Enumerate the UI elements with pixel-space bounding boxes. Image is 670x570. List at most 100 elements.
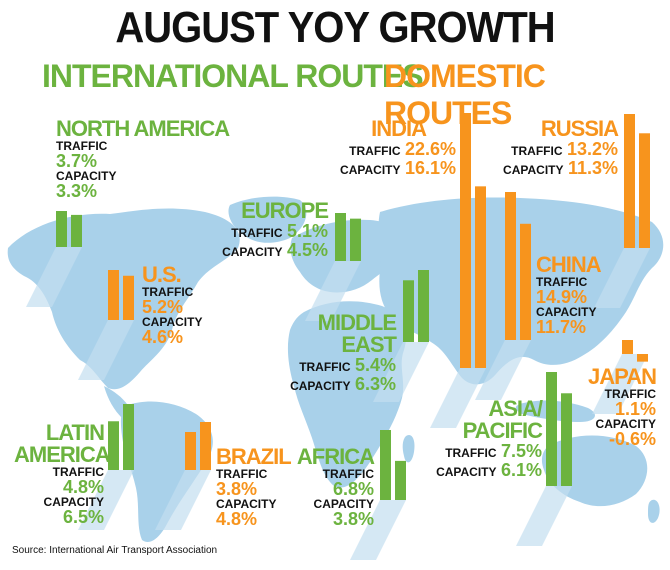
bar-shadow-asia-pacific <box>516 486 572 546</box>
capacity-value: 4.5% <box>286 240 328 260</box>
bars-layer <box>26 113 650 560</box>
capacity-label: CAPACITY <box>216 497 277 511</box>
region-label-russia: RUSSIA TRAFFIC 13.2% CAPACITY 11.3% <box>490 116 619 178</box>
region-name: NORTH AMERICA <box>56 116 230 141</box>
capacity-value: 4.8% <box>216 509 258 529</box>
region-label-africa: AFRICA TRAFFIC 6.8% CAPACITY 3.8% <box>290 444 375 529</box>
region-name: AFRICA <box>296 444 375 469</box>
bar-japan-capacity <box>637 354 648 362</box>
traffic-value: 14.9% <box>536 287 588 307</box>
region-name: MIDDLE EAST <box>317 310 397 357</box>
traffic-label: TRAFFIC <box>52 465 104 479</box>
traffic-label: TRAFFIC <box>536 275 588 289</box>
region-label-india: INDIA TRAFFIC 22.6% CAPACITY 16.1% <box>326 118 456 178</box>
region-label-north-america: NORTH AMERICA TRAFFIC 3.7% CAPACITY 3.3% <box>56 116 230 201</box>
bar-europe-traffic <box>335 213 346 261</box>
bar-china-traffic <box>505 192 516 340</box>
bar-middle-east-traffic <box>403 280 414 342</box>
bar-russia-traffic <box>624 114 635 248</box>
bar-china-capacity <box>520 223 531 340</box>
bar-latin-america-capacity <box>123 404 134 470</box>
traffic-value: 5.4% <box>354 355 396 375</box>
region-label-us: U.S. TRAFFIC 5.2% CAPACITY 4.6% <box>142 262 203 347</box>
traffic-value: 1.1% <box>614 399 656 419</box>
traffic-label: TRAFFIC <box>56 139 108 153</box>
bar-shadow-us <box>78 320 134 380</box>
traffic-value: 4.8% <box>62 477 104 497</box>
region-name: RUSSIA <box>540 116 619 141</box>
bar-middle-east-capacity <box>418 270 429 342</box>
traffic-value: 6.8% <box>332 479 374 499</box>
bar-asia-pacific-capacity <box>561 393 572 486</box>
region-name-line-2: AMERICA <box>14 442 111 467</box>
traffic-label: TRAFFIC <box>216 467 268 481</box>
bar-shadow-china <box>475 340 531 400</box>
capacity-value: 6.1% <box>500 460 542 480</box>
capacity-label: CAPACITY <box>56 169 117 183</box>
bar-asia-pacific-traffic <box>546 372 557 486</box>
bar-russia-capacity <box>639 133 650 248</box>
traffic-label: TRAFFIC <box>604 387 656 401</box>
traffic-label: TRAFFIC <box>349 144 401 158</box>
region-name: JAPAN <box>588 364 657 389</box>
bar-us-capacity <box>123 275 134 320</box>
capacity-value: 11.7% <box>536 317 587 337</box>
region-name: BRAZIL <box>216 444 292 469</box>
bar-africa-capacity <box>395 460 406 500</box>
traffic-value: 22.6% <box>404 139 456 159</box>
capacity-label: CAPACITY <box>340 163 401 177</box>
region-name: CHINA <box>536 252 602 277</box>
traffic-label: TRAFFIC <box>299 360 351 374</box>
bar-north-america-traffic <box>56 211 67 247</box>
bar-brazil-traffic <box>185 432 196 470</box>
bar-us-traffic <box>108 270 119 320</box>
capacity-label: CAPACITY <box>536 305 597 319</box>
capacity-label: CAPACITY <box>595 417 656 431</box>
traffic-value: 3.8% <box>216 479 258 499</box>
bar-africa-traffic <box>380 430 391 500</box>
region-label-middle-east: MIDDLE EAST TRAFFIC 5.4% CAPACITY 6.3% <box>260 310 397 394</box>
region-name-line-2: PACIFIC <box>462 418 543 443</box>
region-label-china: CHINA TRAFFIC 14.9% CAPACITY 11.7% <box>536 252 602 337</box>
bar-europe-capacity <box>350 218 361 261</box>
traffic-label: TRAFFIC <box>142 285 194 299</box>
bar-india-capacity <box>475 186 486 368</box>
capacity-label: CAPACITY <box>142 315 203 329</box>
bar-shadow-india <box>430 368 486 428</box>
capacity-label: CAPACITY <box>290 379 351 393</box>
bar-shadow-north-america <box>26 247 82 307</box>
traffic-value: 3.7% <box>56 151 98 171</box>
chart-title: AUGUST YOY GROWTH <box>115 4 555 52</box>
bar-shadow-europe <box>305 261 361 321</box>
region-name: EUROPE <box>241 198 329 223</box>
capacity-value: 11.3% <box>567 158 618 178</box>
capacity-value: 4.6% <box>142 327 184 347</box>
traffic-label: TRAFFIC <box>231 226 283 240</box>
region-name: INDIA <box>371 116 427 141</box>
region-label-japan: JAPAN TRAFFIC 1.1% CAPACITY -0.6% <box>574 364 657 449</box>
source-note: Source: International Air Transport Asso… <box>12 545 218 556</box>
bar-shadow-brazil <box>155 470 211 530</box>
region-name: U.S. <box>142 262 182 287</box>
bar-shadow-japan <box>592 354 648 414</box>
region-label-asia-pacific: ASIA/ PACIFIC TRAFFIC 7.5% CAPACITY 6.1% <box>420 396 543 480</box>
capacity-value: 6.5% <box>62 507 104 527</box>
bar-north-america-capacity <box>71 214 82 247</box>
capacity-label: CAPACITY <box>313 497 374 511</box>
capacity-label: CAPACITY <box>503 163 564 177</box>
region-name-line-1: ASIA/ <box>488 396 543 421</box>
traffic-label: TRAFFIC <box>445 446 497 460</box>
bar-brazil-capacity <box>200 422 211 470</box>
region-label-europe: EUROPE TRAFFIC 5.1% CAPACITY 4.5% <box>200 198 329 260</box>
traffic-value: 13.2% <box>566 139 618 159</box>
traffic-label: TRAFFIC <box>511 144 563 158</box>
capacity-label: CAPACITY <box>436 465 497 479</box>
bar-shadow-africa <box>350 500 406 560</box>
capacity-value: 6.3% <box>354 374 396 394</box>
bar-shadow-middle-east <box>373 342 429 402</box>
region-label-brazil: BRAZIL TRAFFIC 3.8% CAPACITY 4.8% <box>216 444 292 529</box>
region-label-latin-america: LATIN AMERICA TRAFFIC 4.8% CAPACITY 6.5% <box>14 420 111 527</box>
region-name-line-1: LATIN <box>45 420 105 445</box>
